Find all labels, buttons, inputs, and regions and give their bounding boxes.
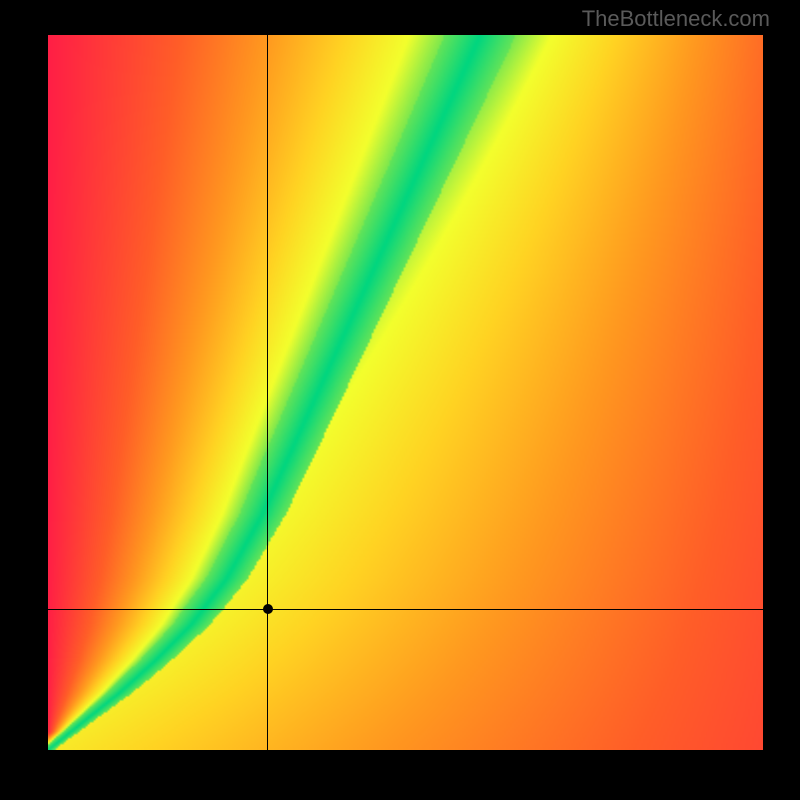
heatmap-plot: [48, 35, 763, 750]
crosshair-vertical: [267, 35, 268, 750]
heatmap-canvas: [48, 35, 763, 750]
watermark-text: TheBottleneck.com: [582, 6, 770, 32]
crosshair-horizontal: [48, 609, 763, 610]
crosshair-point: [263, 604, 273, 614]
